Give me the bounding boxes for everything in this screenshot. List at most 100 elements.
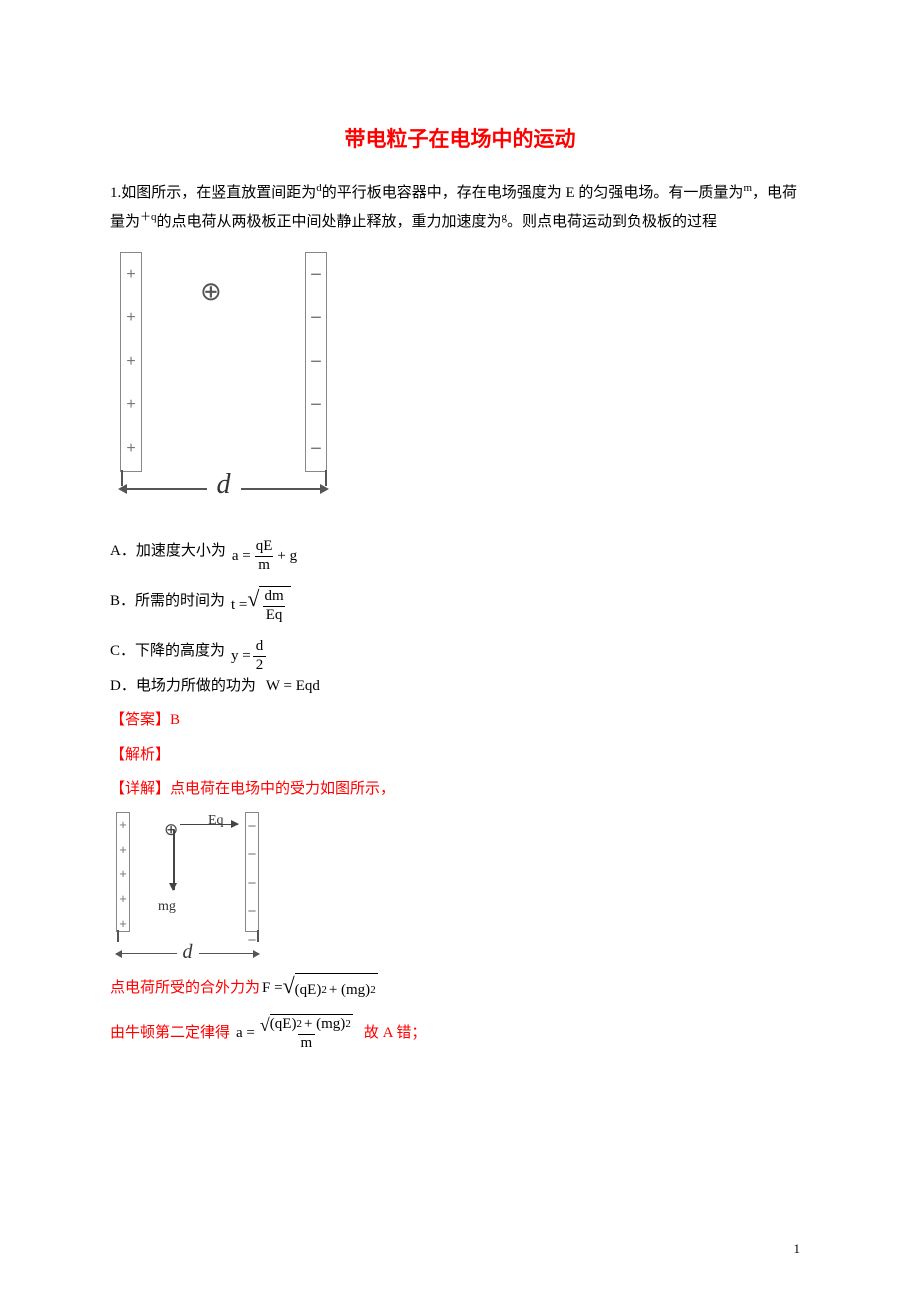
plus-icon: +: [119, 862, 127, 887]
sqrt: √ (qE)2 + (mg)2: [260, 1014, 353, 1033]
eq: y =: [231, 642, 251, 671]
plus-icon: +: [126, 310, 135, 326]
denominator: m: [298, 1034, 316, 1052]
positive-plate: + + + + +: [120, 252, 142, 472]
capacitor-diagram: + + + + + − − − − − ⊕ d: [110, 252, 350, 512]
option-text: A．加速度大小为: [110, 537, 226, 566]
minus-icon: −: [248, 813, 257, 842]
minus-icon: −: [248, 870, 257, 899]
plus-icon: +: [126, 397, 135, 413]
minus-icon: −: [310, 265, 322, 285]
eq: a =: [232, 542, 251, 571]
option-d: D．电场力所做的功为 W = Eqd: [110, 672, 810, 701]
positive-plate: + + + + +: [116, 812, 130, 932]
label: 【解析】: [110, 747, 170, 763]
page-number: 1: [794, 1237, 801, 1262]
numerator: qE: [253, 538, 276, 555]
term: + (mg): [304, 1016, 345, 1033]
var-m: m: [743, 182, 752, 194]
detail-line: 【详解】点电荷在电场中的受力如图所示，: [110, 775, 810, 804]
txt: 点电荷所受的合外力为: [110, 974, 260, 1003]
minus-icon: −: [310, 395, 322, 415]
term: + (mg): [329, 976, 370, 1005]
txt: 如图所示，在竖直放置间距为: [121, 185, 316, 201]
eq: t =: [231, 591, 247, 620]
option-text: C．下降的高度为: [110, 637, 225, 666]
sqrt-icon: √: [260, 1016, 270, 1035]
minus-icon: −: [248, 898, 257, 927]
charge-icon: ⊕: [200, 267, 222, 316]
plus-icon: +: [119, 838, 127, 863]
numerator: dm: [261, 588, 286, 605]
exp: 2: [345, 1018, 351, 1031]
sqrt: √ (qE)2 + (mg)2: [283, 973, 378, 1005]
denominator: m: [255, 556, 273, 574]
sqrt-icon: √: [283, 975, 295, 1007]
sqrt: √ dm Eq: [247, 586, 290, 624]
plus-icon: +: [119, 912, 127, 937]
eq: F =: [262, 974, 283, 1003]
sqrt-icon: √: [247, 588, 259, 626]
fraction: √ (qE)2 + (mg)2 m: [257, 1014, 356, 1053]
option-text: B．所需的时间为: [110, 587, 225, 616]
page-title: 带电粒子在电场中的运动: [110, 120, 810, 160]
answer-block: 【答案】B: [110, 706, 810, 735]
plus-icon: +: [119, 887, 127, 912]
txt: 的点电荷从两极板正中间处静止释放，重力加速度为: [157, 214, 502, 230]
dimension-d: d: [120, 474, 327, 504]
arrow-left-icon: [120, 488, 207, 490]
net-force-line: 点电荷所受的合外力为 F = √ (qE)2 + (mg)2: [110, 973, 810, 1005]
denominator: Eq: [263, 606, 286, 624]
plus-icon: +: [126, 267, 135, 283]
problem-number: 1.: [110, 185, 121, 201]
minus-icon: −: [310, 308, 322, 328]
negative-plate: − − − − −: [305, 252, 327, 472]
minus-icon: −: [248, 841, 257, 870]
fraction: dm Eq: [261, 588, 286, 624]
numerator: d: [253, 638, 267, 655]
exp: 2: [370, 980, 376, 1001]
newton-line: 由牛顿第二定律得 a = √ (qE)2 + (mg)2 m 故 A 错；: [110, 1008, 810, 1058]
mg-label: mg: [158, 894, 176, 921]
minus-icon: −: [310, 352, 322, 372]
plus-icon: +: [119, 813, 127, 838]
detail-text: 点电荷在电场中的受力如图所示，: [170, 781, 395, 797]
arrow-right-icon: [241, 488, 328, 490]
minus-icon: −: [310, 439, 322, 459]
charge-icon: ⊕: [164, 814, 178, 846]
exp: 2: [296, 1018, 302, 1031]
eq: a =: [236, 1019, 255, 1048]
option-a: A．加速度大小为 a = qE m + g: [110, 522, 810, 566]
fraction: qE m: [253, 538, 276, 574]
option-b: B．所需的时间为 t = √ dm Eq: [110, 572, 810, 616]
term: (qE): [270, 1016, 297, 1033]
d-label: d: [207, 458, 241, 511]
option-c: C．下降的高度为 y = d 2: [110, 622, 810, 666]
arrow-right-icon: [199, 953, 260, 954]
term: (qE): [295, 976, 322, 1005]
analysis-label: 【解析】: [110, 741, 810, 770]
option-text: D．电场力所做的功为: [110, 672, 256, 701]
var-q: ＋q: [140, 211, 157, 223]
txt: 由牛顿第二定律得: [110, 1019, 230, 1048]
plus-icon: +: [126, 441, 135, 457]
eq: W = Eqd: [266, 672, 320, 701]
negative-plate: − − − − −: [245, 812, 259, 932]
d-label: d: [177, 933, 199, 971]
answer-label: 【答案】: [110, 712, 170, 728]
txt: 。则点电荷运动到负极板的过程: [507, 214, 717, 230]
txt: 故 A 错；: [364, 1019, 427, 1048]
detail-label: 【详解】: [110, 781, 170, 797]
dimension-d: d: [116, 935, 259, 973]
exp: 2: [321, 980, 327, 1001]
denominator: 2: [253, 656, 267, 674]
arrow-left-icon: [116, 953, 177, 954]
problem-text: 1.如图所示，在竖直放置间距为d的平行板电容器中，存在电场强度为 E 的匀强电场…: [110, 178, 810, 237]
eq-tail: + g: [277, 542, 297, 571]
arrow-down-icon: [173, 830, 175, 890]
force-diagram: + + + + + − − − − − ⊕ Eq mg d: [110, 812, 280, 967]
plus-icon: +: [126, 354, 135, 370]
answer-value: B: [170, 712, 180, 728]
eq-label: Eq: [208, 808, 224, 835]
txt: 的平行板电容器中，存在电场强度为 E 的匀强电场。有一质量为: [322, 185, 744, 201]
